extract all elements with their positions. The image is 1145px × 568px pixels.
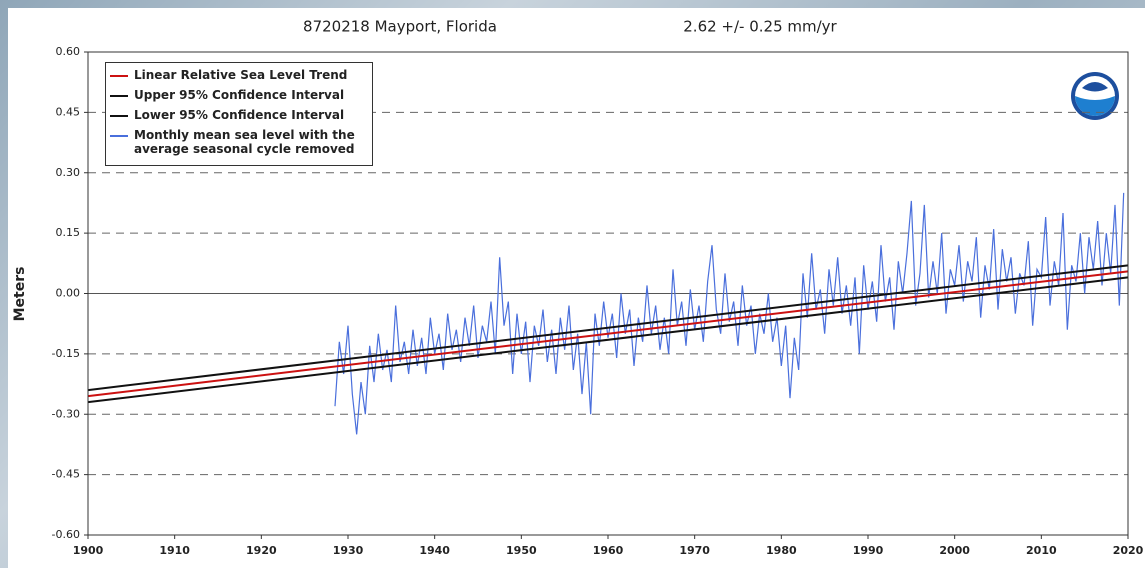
y-tick-label: 0.45 bbox=[56, 105, 81, 118]
noaa-logo bbox=[1071, 72, 1119, 120]
x-tick-label: 1970 bbox=[679, 544, 710, 557]
series-line bbox=[87, 276, 1129, 404]
y-tick-label: -0.60 bbox=[52, 528, 80, 541]
y-tick-label: 0.60 bbox=[56, 45, 81, 58]
x-tick-label: 1950 bbox=[506, 544, 537, 557]
x-tick-label: 2000 bbox=[939, 544, 970, 557]
legend-label: Upper 95% Confidence Interval bbox=[134, 88, 345, 102]
chart-subtitle: 2.62 +/- 0.25 mm/yr bbox=[683, 18, 837, 36]
chart-title: 8720218 Mayport, Florida bbox=[303, 18, 497, 36]
y-tick-label: 0.30 bbox=[56, 166, 81, 179]
y-tick-label: 0.00 bbox=[56, 287, 81, 300]
x-tick-label: 2020 bbox=[1113, 544, 1144, 557]
x-tick-label: 1990 bbox=[853, 544, 884, 557]
x-tick-label: 2010 bbox=[1026, 544, 1057, 557]
y-axis-label: Meters bbox=[12, 267, 28, 322]
legend-swatch bbox=[110, 135, 128, 137]
x-tick-label: 1910 bbox=[159, 544, 190, 557]
x-tick-label: 1900 bbox=[73, 544, 104, 557]
x-tick-label: 1980 bbox=[766, 544, 797, 557]
x-tick-label: 1940 bbox=[419, 544, 450, 557]
legend-label: Monthly mean sea level with the average … bbox=[134, 128, 355, 156]
y-tick-label: -0.30 bbox=[52, 407, 80, 420]
legend-entry: Monthly mean sea level with the average … bbox=[110, 128, 368, 156]
x-tick-label: 1960 bbox=[593, 544, 624, 557]
x-tick-label: 1930 bbox=[333, 544, 364, 557]
x-tick-label: 1920 bbox=[246, 544, 277, 557]
series-line bbox=[87, 270, 1129, 398]
legend-entry: Upper 95% Confidence Interval bbox=[110, 88, 368, 102]
legend-label: Linear Relative Sea Level Trend bbox=[134, 68, 348, 82]
legend-label: Lower 95% Confidence Interval bbox=[134, 108, 345, 122]
legend-entry: Linear Relative Sea Level Trend bbox=[110, 68, 368, 82]
plot-frame bbox=[87, 51, 1129, 536]
y-tick-label: -0.45 bbox=[52, 468, 80, 481]
legend-entry: Lower 95% Confidence Interval bbox=[110, 108, 368, 122]
series-line bbox=[334, 192, 1125, 435]
legend: Linear Relative Sea Level Trend Upper 95%… bbox=[105, 62, 373, 166]
y-tick-label: 0.15 bbox=[56, 226, 81, 239]
series-line bbox=[87, 264, 1129, 392]
y-tick-label: -0.15 bbox=[52, 347, 80, 360]
legend-swatch bbox=[110, 95, 128, 97]
legend-swatch bbox=[110, 75, 128, 77]
legend-swatch bbox=[110, 115, 128, 117]
